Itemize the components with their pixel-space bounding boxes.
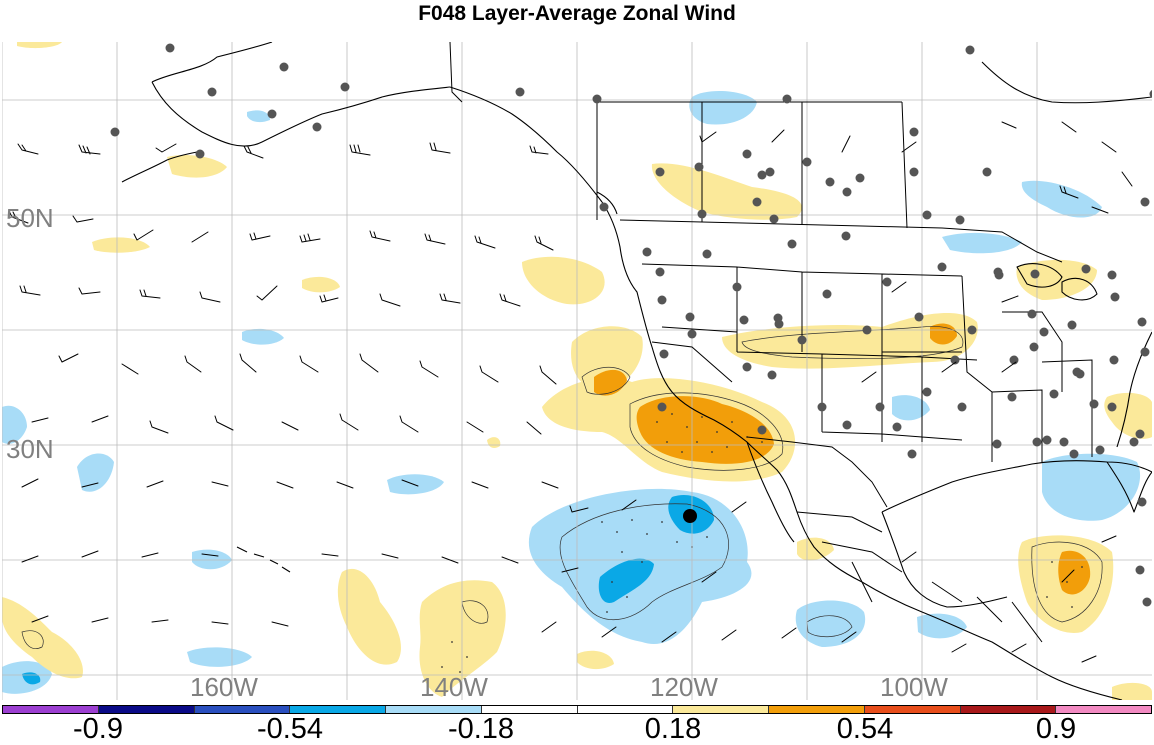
hawaii [236,546,291,573]
lat-label-30n: 30N [6,434,54,464]
positive-region [302,276,340,293]
colorbar-segment [386,706,482,713]
great-lakes [1016,263,1098,301]
colorbar-tick-label: -0.54 [256,713,324,745]
aleutian-chain [121,151,198,183]
positive-region [522,256,605,305]
gulf-coast [881,460,1152,513]
lat-label-50n: 50N [6,203,54,233]
political-boundaries [449,42,1093,643]
baja-california [746,441,795,543]
colorbar-segment [481,706,578,713]
negative-region [2,405,27,444]
negative-region [387,474,444,495]
lon-label-120w: 120W [650,672,718,702]
colorbar-tick-label: -0.18 [447,713,515,745]
positive-region [419,580,506,697]
lon-label-160w: 160W [190,672,258,702]
stippling [441,413,1083,673]
colorbar-segment [1056,706,1151,713]
positive-region [577,650,614,670]
alaska-canada-border [449,42,463,103]
alaska-panhandle [449,86,603,203]
lon-label-140w: 140W [420,672,488,702]
contour-lines [21,326,1103,649]
coastlines [121,42,1152,700]
us-mexico-border [746,436,888,508]
mexico-east-coast [881,511,1008,608]
negative-region [1021,180,1102,218]
negative-region [242,328,284,345]
negative-region [192,549,232,570]
colorbar-segment [864,706,961,713]
negative-region [247,110,270,123]
vancouver-island [596,191,618,215]
negative-core [598,558,654,603]
wind-barbs [8,121,1133,663]
map-title: F048 Layer-Average Zonal Wind [418,2,736,25]
negative-region [1042,453,1141,521]
mexico-states [796,511,1043,643]
positive-region [722,312,978,369]
negative-region [942,232,1022,254]
state-lines [641,263,1093,462]
colorbar-segment [673,706,769,713]
colorbar-segment [960,706,1057,713]
colorbar-tick-label: 0.9 [1035,713,1077,745]
positive-core [1058,550,1091,595]
negative-region [77,453,114,492]
colorbar-segment [194,706,291,713]
negative-region [795,600,866,647]
alaska-coast [151,42,451,147]
canadian-provinces [596,101,908,229]
colorbar-tick-label: 0.54 [836,713,894,745]
negative-region [187,647,252,667]
positive-region [167,155,227,178]
positive-region [92,237,150,253]
graticule [2,42,1152,700]
negative-core [22,672,41,685]
colorbar-segment [98,706,195,713]
colorbar-tick-label: 0.18 [644,713,702,745]
positive-region [337,568,401,665]
colorbar [2,705,1152,714]
positive-region [651,163,802,220]
colorbar-segment [3,706,99,713]
canada-us-border [619,219,1063,263]
lon-label-100w: 100W [880,672,948,702]
negative-region [917,613,967,639]
west-coast [601,201,1123,700]
negative-region [892,395,930,421]
hudson-bay-edge [981,61,1152,104]
colorbar-segment [290,706,386,713]
colorbar-segment [577,706,674,713]
highlight-marker [683,509,697,523]
colorbar-segment [769,706,865,713]
positive-region [17,42,62,49]
colorbar-tick-label: -0.9 [73,713,123,745]
negative-region [689,90,757,125]
positive-region [1112,682,1152,700]
positive-core [636,396,774,464]
florida [1106,461,1152,513]
positive-region [1104,392,1152,439]
map-panel [2,42,1152,700]
station-markers [110,43,1152,607]
